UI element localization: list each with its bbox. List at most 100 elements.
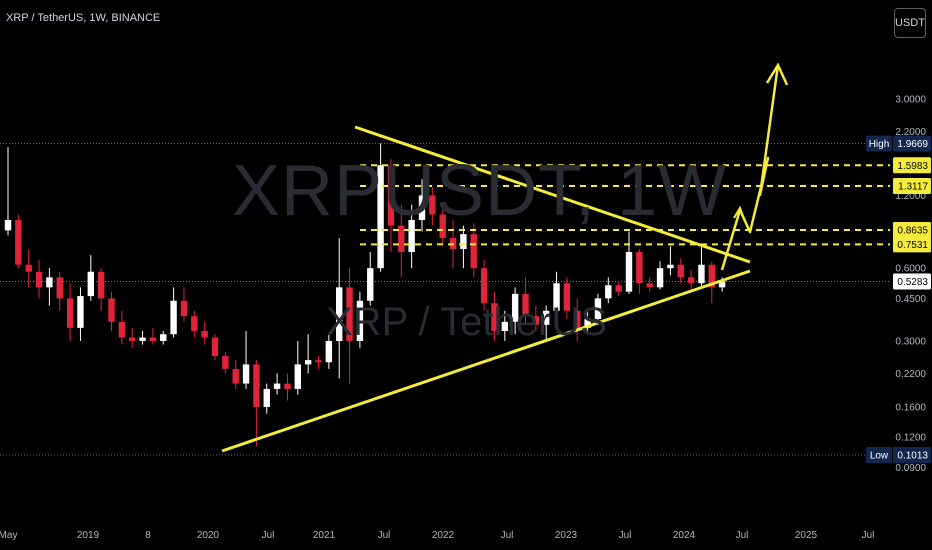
low-label-box [866, 446, 892, 463]
candle[interactable] [625, 252, 633, 292]
candle[interactable] [718, 281, 726, 288]
candle[interactable] [284, 383, 291, 389]
candle[interactable] [480, 268, 488, 304]
candle[interactable] [367, 268, 374, 301]
support-trendline [221, 269, 751, 453]
high-label-box [866, 135, 892, 152]
candle[interactable] [491, 303, 498, 331]
price-tick-label: 0.1600 [895, 402, 926, 413]
candle[interactable] [325, 340, 333, 363]
candle[interactable] [594, 298, 602, 319]
candle[interactable] [273, 383, 281, 389]
low-label: Low [870, 450, 889, 461]
candle[interactable] [315, 360, 322, 363]
price-tick-label: 0.0900 [895, 463, 926, 474]
candle[interactable] [201, 330, 208, 338]
candle[interactable] [170, 300, 177, 335]
candle[interactable] [222, 356, 229, 369]
time-tick-label: Jul [619, 530, 632, 541]
candle[interactable] [66, 298, 74, 328]
candle[interactable] [636, 252, 643, 284]
arrow-head [733, 205, 745, 220]
candle[interactable] [25, 264, 32, 272]
candle[interactable] [304, 360, 312, 365]
current-price-badge-value: 0.5283 [897, 277, 928, 288]
candle[interactable] [429, 195, 436, 215]
description-watermark: XRP / TetherUS [326, 300, 607, 344]
low-price-badge-value: 0.1013 [897, 450, 928, 461]
candle[interactable] [356, 300, 364, 341]
candle[interactable] [470, 234, 477, 269]
symbol-title[interactable]: XRP / TetherUS, 1W, BINANCE [6, 12, 161, 24]
price-tick-label: 3.0000 [895, 95, 926, 106]
candle[interactable] [129, 337, 136, 341]
candle[interactable] [511, 293, 519, 322]
candle[interactable] [336, 287, 343, 341]
candle[interactable] [646, 283, 653, 288]
candle[interactable] [553, 283, 560, 311]
candle[interactable] [522, 293, 529, 317]
candle[interactable] [15, 219, 22, 265]
candle[interactable] [408, 219, 415, 253]
time-tick-label: 2022 [432, 530, 455, 541]
candle[interactable] [149, 337, 157, 341]
price-tick-label: 0.4500 [895, 294, 926, 305]
arrow-head [765, 62, 789, 86]
candle[interactable] [46, 277, 53, 288]
candle[interactable] [667, 264, 674, 269]
candle[interactable] [377, 165, 384, 269]
candle[interactable] [253, 364, 260, 407]
candle[interactable] [77, 296, 84, 328]
candle[interactable] [180, 300, 188, 317]
candle[interactable] [139, 337, 146, 341]
candle[interactable] [687, 277, 695, 284]
candle[interactable] [346, 287, 353, 341]
candle[interactable] [56, 277, 63, 299]
candle[interactable] [532, 316, 540, 325]
candle[interactable] [191, 316, 198, 331]
candle[interactable] [398, 225, 405, 253]
candle[interactable] [97, 271, 105, 299]
target-level-badge-value: 0.7531 [897, 240, 928, 251]
candle[interactable] [698, 264, 705, 284]
candle[interactable] [108, 298, 115, 322]
candle[interactable] [677, 264, 684, 278]
candle[interactable] [501, 321, 508, 331]
candle[interactable] [656, 268, 664, 288]
candle[interactable] [708, 264, 715, 288]
candle[interactable] [418, 195, 426, 220]
currency-button[interactable]: USDT [894, 8, 926, 38]
candle[interactable] [4, 219, 12, 231]
time-tick-label: 2021 [313, 530, 336, 541]
time-tick-label: Jul [736, 530, 749, 541]
candle[interactable] [211, 337, 219, 357]
candle[interactable] [242, 364, 250, 384]
candle[interactable] [294, 364, 301, 389]
price-tick-label: 0.2200 [895, 369, 926, 380]
target-level-badge [893, 178, 931, 195]
candle[interactable] [35, 271, 43, 288]
candle[interactable] [543, 310, 550, 325]
candle[interactable] [605, 285, 612, 299]
candle[interactable] [563, 283, 571, 311]
candle[interactable] [232, 368, 239, 384]
candle[interactable] [87, 271, 94, 297]
candlestick-series[interactable] [4, 143, 726, 447]
high-price-badge-value: 1.9669 [897, 139, 928, 150]
time-axis: May 2019 8 2020 Jul 2021 Jul 2022 Jul 2023 Jul 2024… [0, 530, 874, 541]
candle[interactable] [439, 214, 446, 238]
candle[interactable] [460, 234, 467, 250]
target-level-badge-value: 1.3117 [898, 182, 928, 193]
candle[interactable] [387, 165, 395, 226]
candle[interactable] [584, 318, 591, 328]
candle[interactable] [615, 285, 622, 292]
candle[interactable] [263, 388, 270, 407]
high-price-badge [893, 135, 931, 152]
price-tick-label: 2.2000 [895, 127, 926, 138]
candle[interactable] [160, 334, 167, 341]
candle[interactable] [118, 321, 126, 338]
time-tick-label: Jul [378, 530, 391, 541]
candle[interactable] [574, 310, 581, 328]
projection-arrow [720, 64, 780, 271]
